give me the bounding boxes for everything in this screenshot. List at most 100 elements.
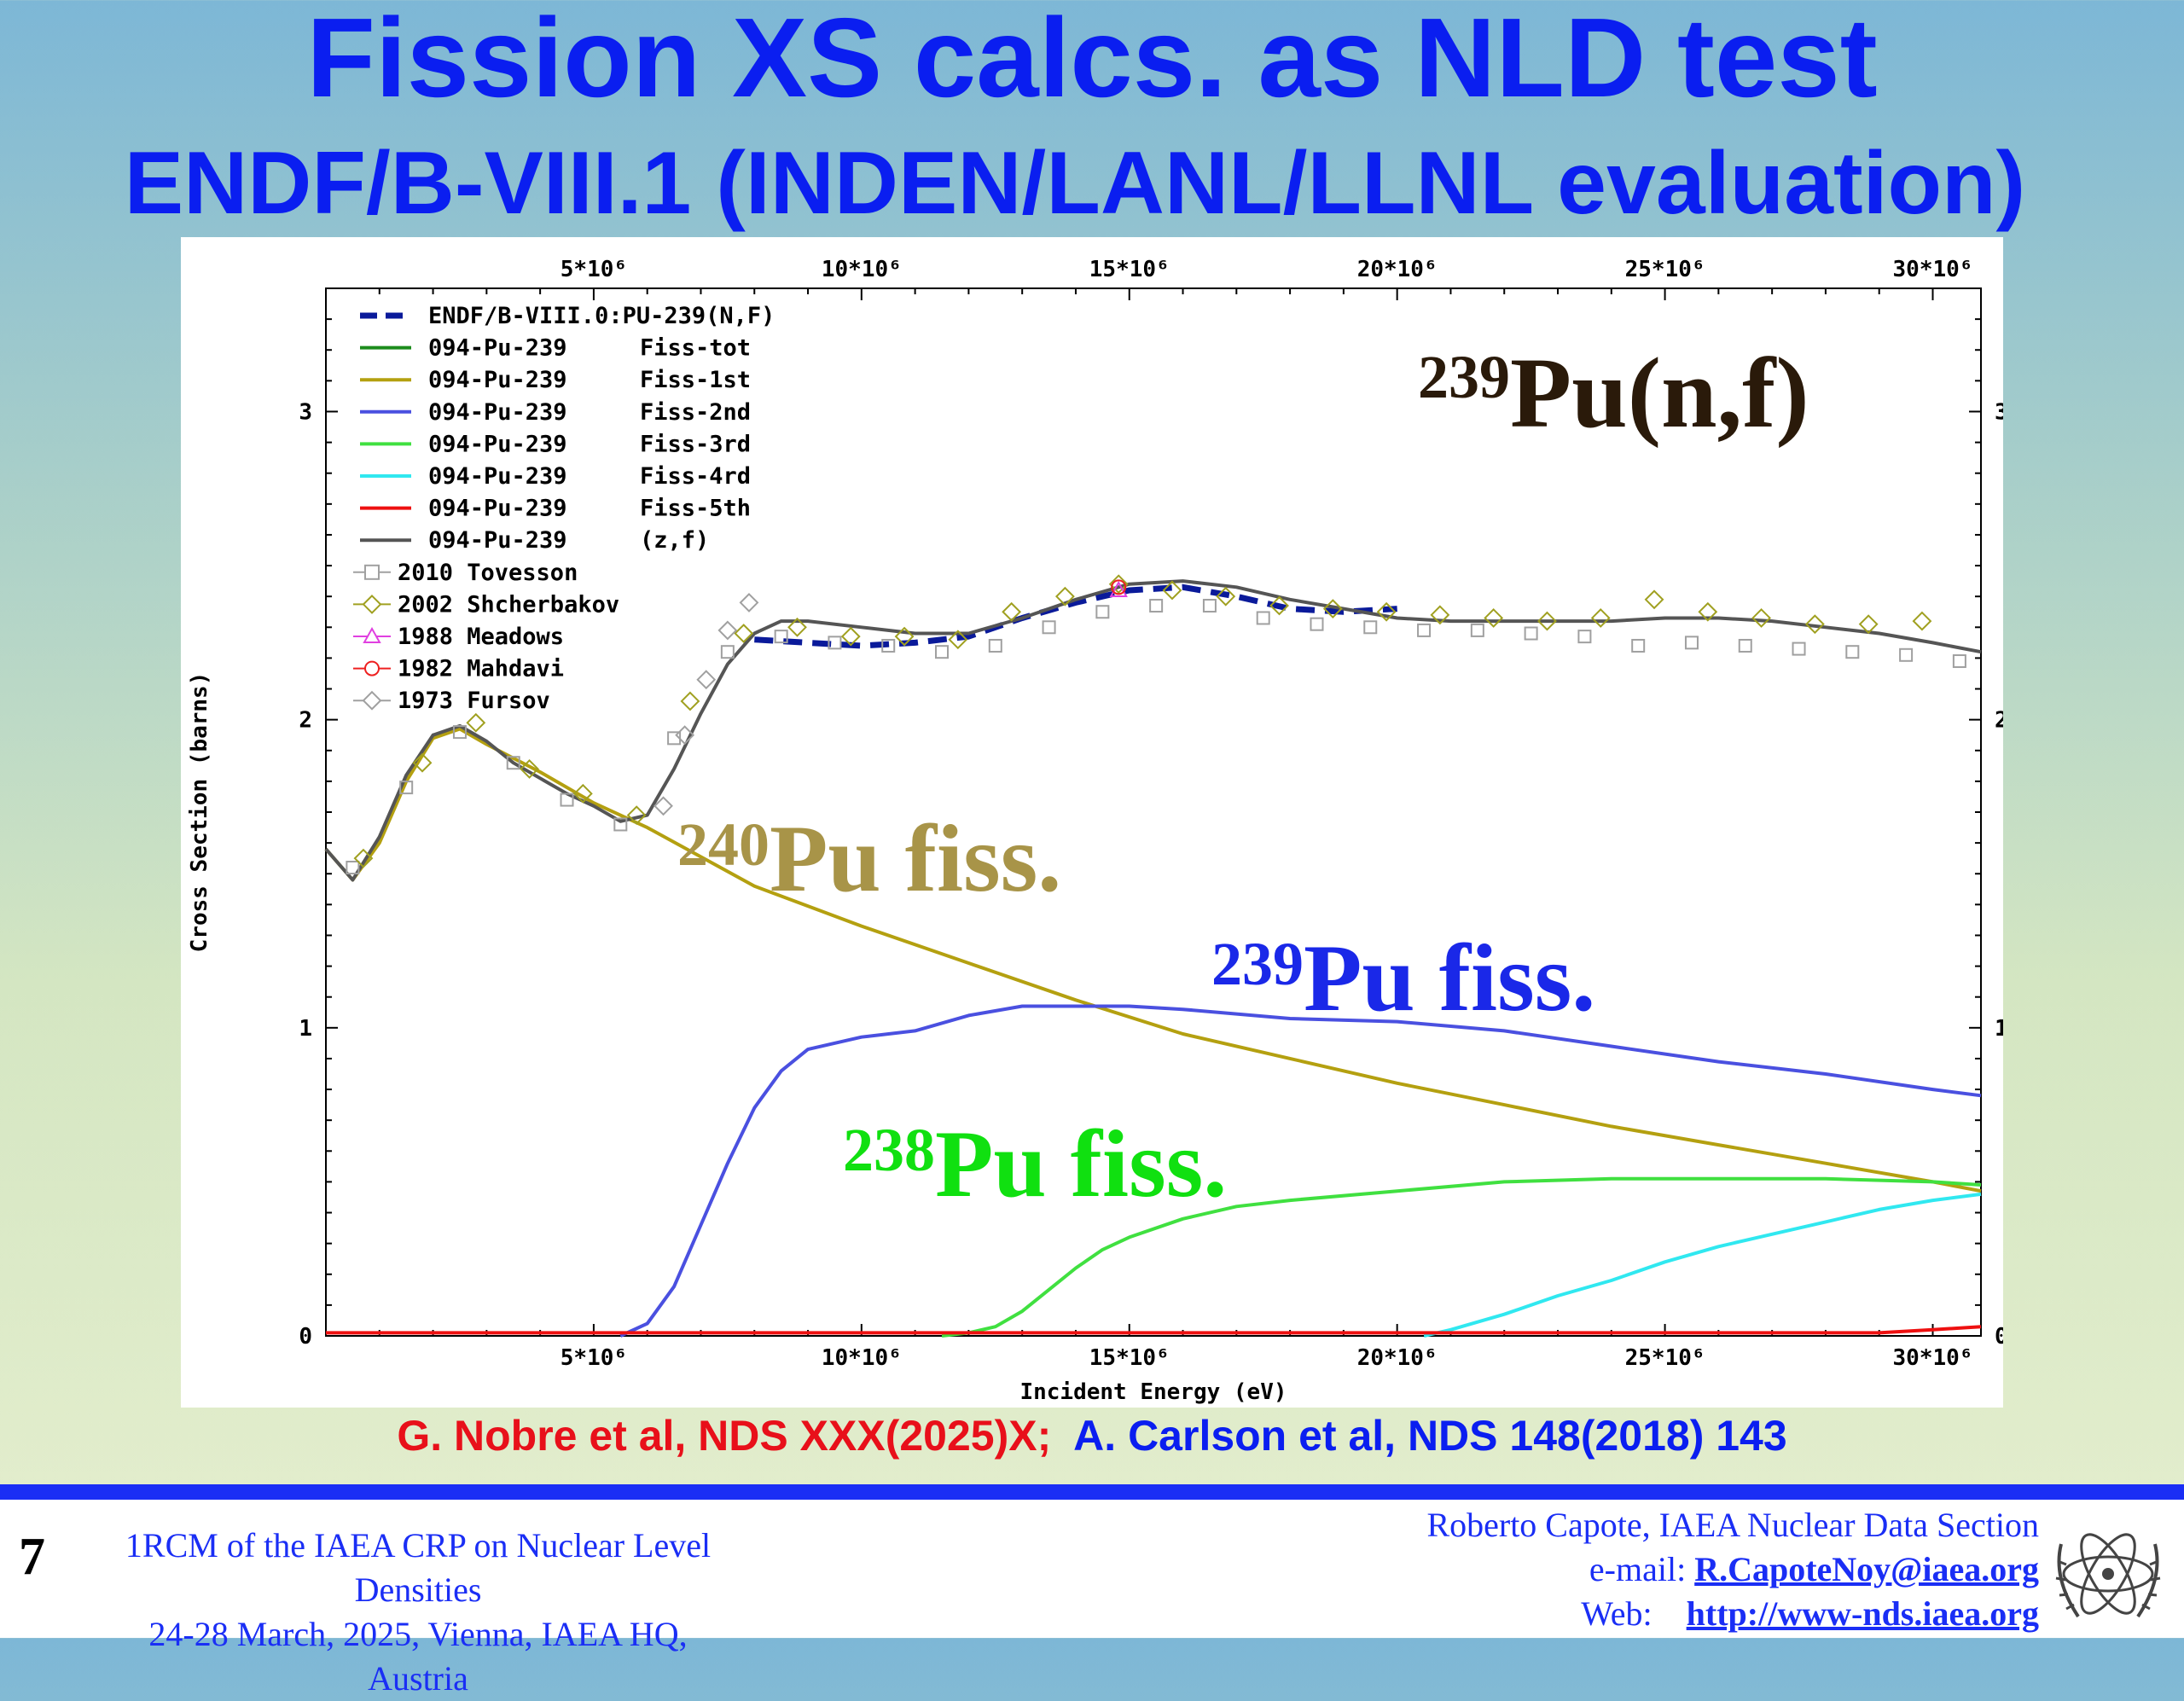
exp-point-1: [1269, 595, 1289, 616]
legend-exp-marker-0: [364, 564, 380, 580]
exp-point-1: [1537, 611, 1557, 631]
pu239-annotation: 239Pu fiss.: [1211, 926, 1595, 1031]
legend-label2-1: Fiss-tot: [640, 335, 751, 362]
exp-point-0: [1684, 636, 1699, 650]
exp-point-1: [626, 805, 647, 826]
series-line-3: [619, 1004, 1982, 1338]
exp-point-0: [1202, 599, 1217, 613]
web-link[interactable]: http://www-nds.iaea.org: [1686, 1594, 2039, 1633]
exp-point-1: [572, 783, 593, 804]
legend-label2-4: Fiss-3rd: [640, 431, 751, 457]
email-row: e-mail: R.CapoteNoy@iaea.org: [1331, 1547, 2039, 1592]
exp-point-0: [506, 756, 520, 770]
y-tick-label-right: 1: [1995, 1016, 2003, 1042]
exp-point-1: [1858, 614, 1879, 635]
conference-line1: 1RCM of the IAEA CRP on Nuclear Level De…: [125, 1526, 712, 1609]
x-tick-label-top: 30*10⁶: [1893, 257, 1973, 282]
series-line-0: [754, 583, 1397, 649]
exp-point-0: [1363, 620, 1378, 635]
exp-point-0: [399, 781, 414, 795]
y-tick-label-left: 3: [299, 399, 312, 425]
legend-exp-marker-2: [363, 626, 381, 643]
exp-point-0: [1256, 611, 1270, 625]
legend-label-2: 094-Pu-239: [428, 367, 567, 393]
exp-point-1: [1002, 601, 1022, 622]
exp-point-1: [894, 626, 915, 647]
exp-point-1: [466, 712, 486, 733]
exp-point-3: [1111, 579, 1127, 595]
exp-point-1: [1108, 574, 1129, 595]
exp-point-0: [560, 792, 574, 807]
x-tick-label-top: 15*10⁶: [1089, 257, 1170, 282]
legend-exp-label-2: 1988 Meadows: [398, 624, 564, 650]
y-tick-label-left: 2: [299, 708, 312, 734]
legend-label-4: 094-Pu-239: [428, 431, 567, 457]
slide-title: Fission XS calcs. as NLD test: [306, 0, 1878, 120]
exp-point-4: [653, 796, 673, 816]
exp-point-1: [412, 752, 433, 773]
exp-point-0: [988, 638, 1002, 653]
web-label: Web:: [1581, 1594, 1653, 1633]
legend-exp-marker-4: [362, 690, 382, 711]
exp-point-0: [720, 645, 735, 659]
email-label: e-mail:: [1589, 1550, 1687, 1588]
legend-exp-label-0: 2010 Tovesson: [398, 560, 578, 586]
web-row: Web: http://www-nds.iaea.org: [1331, 1592, 2039, 1636]
exp-point-0: [1952, 654, 1966, 669]
series-line-6: [326, 1325, 1982, 1335]
exp-point-1: [1430, 605, 1450, 625]
series-line-5: [1423, 1192, 1982, 1338]
y-axis-label: Cross Section (barns): [187, 672, 212, 953]
reference-carlson: A. Carlson et al, NDS 148(2018) 143: [1073, 1412, 1787, 1460]
author-line: Roberto Capote, IAEA Nuclear Data Sectio…: [1426, 1506, 2039, 1544]
author-info: Roberto Capote, IAEA Nuclear Data Sectio…: [1331, 1503, 2039, 1636]
exp-point-1: [1912, 611, 1932, 631]
x-tick-label-bottom: 5*10⁶: [561, 1345, 627, 1371]
exp-point-0: [346, 861, 360, 875]
exp-point-1: [680, 691, 700, 711]
y-tick-label-right: 0: [1995, 1324, 2003, 1350]
legend-label-5: 094-Pu-239: [428, 463, 567, 490]
x-tick-label-bottom: 15*10⁶: [1089, 1345, 1170, 1371]
footer: [0, 1500, 2184, 1638]
exp-point-1: [1751, 608, 1772, 628]
exp-point-1: [948, 630, 968, 650]
page-number: 7: [19, 1528, 45, 1586]
legend-exp-marker-3: [364, 660, 380, 676]
legend-label-0: ENDF/B-VIII.0:PU-239(N,F): [428, 303, 775, 329]
legend-label2-6: Fiss-5th: [640, 496, 751, 522]
cross-section-chart: ENDF/B-VIII.0:PU-239(N,F) 094-Pu-239 Fiss-…: [187, 257, 2003, 1405]
exp-point-0: [1577, 630, 1592, 644]
reference-line: G. Nobre et al, NDS XXX(2025)X; A. Carls…: [0, 1410, 2184, 1461]
x-tick-label-bottom: 10*10⁶: [822, 1345, 902, 1371]
legend-label2-5: Fiss-4rd: [640, 463, 751, 490]
legend-exp-label-3: 1982 Mahdavi: [398, 656, 564, 682]
chart-panel: ENDF/B-VIII.0:PU-239(N,F) 094-Pu-239 Fiss-…: [181, 237, 2003, 1408]
exp-point-1: [734, 624, 754, 643]
exp-point-0: [1095, 605, 1110, 619]
exp-point-1: [787, 617, 807, 637]
exp-point-1: [1054, 586, 1075, 607]
exp-point-1: [1162, 580, 1182, 601]
exp-point-1: [1322, 599, 1343, 619]
exp-point-1: [1804, 614, 1825, 635]
x-tick-label-top: 20*10⁶: [1357, 257, 1438, 282]
exp-point-1: [1590, 608, 1611, 628]
email-link[interactable]: R.CapoteNoy@iaea.org: [1694, 1550, 2039, 1588]
legend-label-3: 094-Pu-239: [428, 399, 567, 426]
exp-point-0: [1042, 620, 1056, 635]
exp-point-4: [696, 670, 717, 690]
x-tick-label-bottom: 30*10⁶: [1893, 1345, 1973, 1371]
exp-point-0: [452, 725, 467, 740]
exp-point-0: [1149, 599, 1164, 613]
exp-point-4: [717, 620, 738, 641]
y-tick-label-right: 2: [1995, 708, 2003, 734]
reaction-annotation: 239Pu(n,f): [1418, 337, 1809, 449]
exp-point-4: [675, 725, 695, 746]
exp-point-2: [1109, 580, 1128, 597]
exp-point-1: [1216, 586, 1236, 607]
exp-point-1: [353, 848, 374, 868]
exp-point-0: [1631, 638, 1646, 653]
exp-point-1: [840, 626, 861, 647]
x-tick-label-top: 25*10⁶: [1625, 257, 1705, 282]
